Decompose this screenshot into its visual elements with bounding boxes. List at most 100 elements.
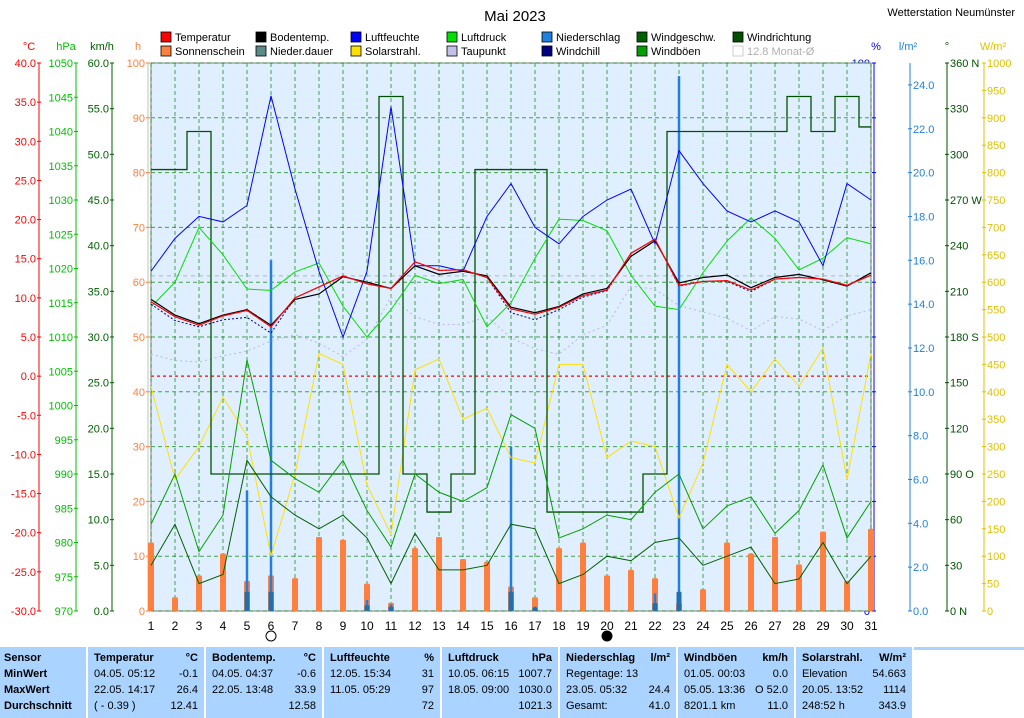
stats-min: 10.05. 06:15 <box>448 668 510 680</box>
stats-max: 22.05. 13:48 <box>212 684 274 696</box>
solar-tick-label: 1000 <box>987 58 1011 70</box>
temp-tick-label: 15.0 <box>15 254 36 266</box>
press-tick-label: 1025 <box>49 229 73 241</box>
stats-max: 22.05. 14:17 <box>94 684 156 696</box>
wind-tick-label: 35.0 <box>88 286 109 298</box>
stats-row-labels: Sensor MinWert MaxWert Durchschnitt <box>0 650 84 718</box>
stats-min: 04.05. 04:37 <box>212 668 274 680</box>
day-tick-label: 23 <box>672 619 686 633</box>
legend-swatch <box>350 31 362 43</box>
stats-max-value: 24.4 <box>648 684 670 696</box>
dew-point-line <box>150 285 872 363</box>
stats-column: Luftdruck hPa 10.05. 06:15 1007.7 18.05. 09:… <box>444 650 556 718</box>
temp-tick-label: 30.0 <box>15 136 36 148</box>
legend-label: Luftfeuchte <box>365 32 419 44</box>
press-tick-label: 1015 <box>49 298 73 310</box>
legend-label: Windrichtung <box>747 32 811 44</box>
press-tick-label: 1000 <box>49 401 73 413</box>
solar-tick-label: 50 <box>987 579 999 591</box>
sunshine-bar <box>820 531 826 611</box>
stats-separator <box>322 647 324 718</box>
press-tick-label: 1005 <box>49 366 73 378</box>
dir-tick-label: 30 <box>950 560 962 572</box>
stats-avg-extra: Gesamt: <box>566 700 608 712</box>
dir-tick-label: 90 O <box>950 469 974 481</box>
stats-separator <box>86 647 88 718</box>
temp-tick-label: -30.0 <box>11 606 36 618</box>
rain-tick-label: 12.0 <box>913 343 934 355</box>
rain-unit: l/m² <box>899 41 918 53</box>
legend-label: Windgeschw. <box>651 32 716 44</box>
dir-tick-label: 270 W <box>950 195 982 207</box>
press-tick-label: 1040 <box>49 127 73 139</box>
dir-tick-label: 210 <box>950 286 968 298</box>
stats-row-label: MaxWert <box>4 684 50 696</box>
sun-tick-label: 30 <box>133 442 145 454</box>
solar-unit: W/m² <box>980 41 1007 53</box>
legend-swatch <box>541 45 553 57</box>
sun-tick-label: 60 <box>133 277 145 289</box>
stats-min-value: 1007.7 <box>518 668 552 680</box>
day-tick-label: 21 <box>624 619 638 633</box>
wind-speed-line <box>150 459 872 585</box>
axes: 40.035.030.025.020.015.010.05.00.0-5.0-1… <box>11 41 1011 642</box>
legend-label: 12.8 Monat-Ø <box>747 46 815 58</box>
sun-tick-label: 80 <box>133 168 145 180</box>
solar-tick-label: 100 <box>987 551 1005 563</box>
wind-tick-label: 55.0 <box>88 104 109 116</box>
temp-tick-label: 10.0 <box>15 293 36 305</box>
day-tick-label: 25 <box>720 619 734 633</box>
stats-column: Solarstrahl. W/m² Elevation 54.663 20.05. 13… <box>798 650 910 718</box>
rain-tick-label: 22.0 <box>913 124 934 136</box>
legend-swatch <box>636 31 648 43</box>
stats-min-value: -0.1 <box>179 668 198 680</box>
dir-tick-label: 300 <box>950 149 968 161</box>
sunshine-bar <box>316 537 322 611</box>
stats-column-header: Temperatur <box>94 652 154 664</box>
stats-column-unit: % <box>424 652 434 664</box>
stats-max-value: O 52.0 <box>754 684 788 696</box>
solar-tick-label: 0 <box>987 606 993 618</box>
sun-tick-label: 90 <box>133 113 145 125</box>
rain-tick-label: 8.0 <box>913 431 928 443</box>
stats-column-unit: hPa <box>531 652 552 664</box>
legend-label: Bodentemp. <box>270 32 329 44</box>
solar-tick-label: 850 <box>987 140 1005 152</box>
day-tick-label: 30 <box>840 619 854 633</box>
stats-max: 05.05. 13:36 <box>684 684 746 696</box>
wind-tick-label: 50.0 <box>88 149 109 161</box>
press-tick-label: 1050 <box>49 58 73 70</box>
temp-tick-label: 35.0 <box>15 97 36 109</box>
station-name: Wetterstation Neumünster <box>887 7 1015 19</box>
stats-separator <box>440 647 442 718</box>
solar-tick-label: 500 <box>987 332 1005 344</box>
stats-separator <box>676 647 678 718</box>
stats-empty <box>914 650 1024 718</box>
stats-min: Regentage: 13 <box>566 668 639 680</box>
sun-tick-label: 40 <box>133 387 145 399</box>
temp-tick-label: 0.0 <box>21 371 36 383</box>
stats-column-header: Luftdruck <box>448 652 499 664</box>
stats-row-label: MinWert <box>4 668 48 680</box>
press-tick-label: 990 <box>55 469 73 481</box>
wind-tick-label: 20.0 <box>88 423 109 435</box>
wind-tick-label: 10.0 <box>88 515 109 527</box>
day-tick-label: 6 <box>268 619 275 633</box>
day-tick-label: 24 <box>696 619 710 633</box>
wind-unit: km/h <box>90 41 114 53</box>
day-tick-label: 31 <box>864 619 878 633</box>
temp-tick-label: 20.0 <box>15 215 36 227</box>
day-tick-label: 29 <box>816 619 830 633</box>
day-tick-label: 28 <box>792 619 806 633</box>
dir-tick-label: 150 <box>950 378 968 390</box>
stats-separator <box>912 647 914 718</box>
stats-avg-value: 41.0 <box>648 700 670 712</box>
stats-column-header: Niederschlag <box>566 652 636 664</box>
wind-tick-label: 5.0 <box>94 560 109 572</box>
sunshine-bar <box>844 580 850 611</box>
stats-column-unit: W/m² <box>879 652 906 664</box>
stats-column-header: Luftfeuchte <box>330 652 390 664</box>
sunshine-bar <box>484 561 490 611</box>
solar-tick-label: 550 <box>987 305 1005 317</box>
wind-direction-line <box>151 95 871 513</box>
